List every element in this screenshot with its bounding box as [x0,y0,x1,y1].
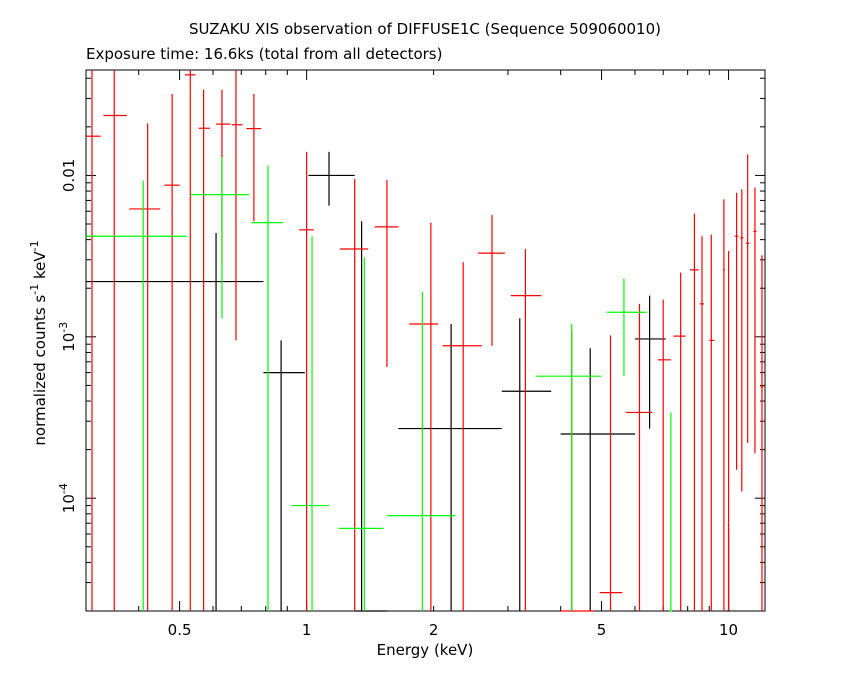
x-tick-label: 2 [429,621,439,639]
y-tick-label: 10-4 [57,483,78,513]
data-point [560,348,635,611]
data-point [753,187,757,454]
data-point [746,154,750,443]
data-point [734,192,739,470]
data-point [398,324,502,611]
y-tick-labels: 10-4 10-3 0.01 [57,159,78,514]
svg-text:normalized counts s-1 keV-1: normalized counts s-1 keV-1 [28,240,49,445]
data-point [86,180,187,611]
data-point [86,70,101,611]
svg-text:10-4: 10-4 [57,483,78,513]
data-point [510,249,542,611]
x-tick-labels: 0.5 1 2 5 10 [168,621,738,639]
data-point [478,214,505,346]
data-point [599,335,623,611]
data-point [657,299,671,611]
x-tick-label: 10 [719,621,738,639]
data-point [86,232,264,611]
data-point [409,222,439,611]
data-point [625,303,653,611]
data-point [722,199,725,611]
data-points [86,70,764,612]
x-axis-label: Energy (keV) [377,641,474,659]
data-point [164,93,180,611]
x-tick-label: 5 [597,621,607,639]
data-point [760,255,764,611]
y-tick-label: 0.01 [60,159,78,192]
data-point [669,412,673,612]
data-point [340,179,369,611]
y-axis-label: normalized counts s-1 keV-1 [28,240,49,445]
data-point [606,278,647,377]
x-tick-label: 1 [302,621,312,639]
data-point [727,251,730,611]
data-point [338,257,384,611]
data-point [374,179,399,368]
data-point [442,262,482,611]
data-point [216,89,231,265]
svg-text:0.01: 0.01 [60,159,78,192]
data-point [689,213,699,611]
data-point [246,93,262,222]
data-point [560,330,595,612]
data-point [103,70,127,611]
data-point [699,236,705,611]
data-point [709,234,715,611]
data-point [308,151,355,206]
data-point [740,189,744,492]
chart-title: SUZAKU XIS observation of DIFFUSE1C (Seq… [189,20,661,38]
data-point [263,340,305,611]
data-point [354,221,387,612]
data-point [198,89,210,611]
data-point [386,291,456,611]
svg-text:10-3: 10-3 [57,322,78,352]
data-point [251,165,284,611]
x-tick-label: 0.5 [168,621,192,639]
chart-subtitle: Exposure time: 16.6ks (total from all de… [86,45,443,63]
data-point [185,70,196,611]
plot-frame [85,69,766,612]
data-point [536,324,602,611]
data-point [291,236,330,611]
data-point [299,151,314,611]
data-point [129,123,161,611]
data-point [673,272,686,611]
data-point [190,157,249,319]
y-tick-label: 10-3 [57,322,78,352]
data-point [231,70,243,341]
data-point [501,318,552,611]
data-point [634,295,666,429]
